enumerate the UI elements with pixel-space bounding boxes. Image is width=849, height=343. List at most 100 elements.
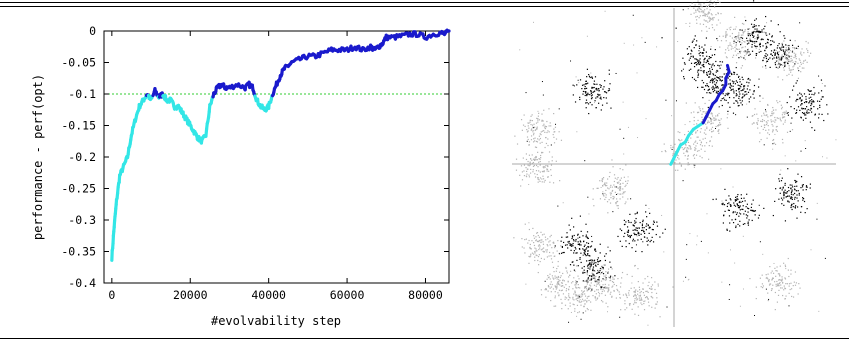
scatter-point [697, 61, 700, 64]
scatter-point [810, 104, 812, 107]
scatter-point [647, 224, 649, 227]
scatter-point [610, 291, 612, 293]
scatter-point [713, 1, 715, 3]
scatter-point [746, 207, 749, 209]
scatter-point [710, 18, 713, 20]
scatter-point [791, 117, 793, 119]
scatter-point [702, 70, 705, 72]
scatter-point [765, 47, 767, 49]
scatter-point [776, 67, 779, 69]
scatter-point [772, 130, 774, 132]
scatter-point [640, 302, 642, 304]
scatter-point [718, 112, 720, 114]
scatter-point [751, 40, 753, 42]
scatter-point [538, 264, 540, 266]
scatter-point [730, 72, 732, 74]
scatter-point [570, 311, 572, 313]
scatter-point [794, 185, 796, 188]
scatter-point [738, 57, 740, 59]
scatter-point [635, 221, 637, 223]
scatter-point [570, 282, 573, 284]
scatter-point [767, 58, 770, 61]
scatter-point [781, 56, 783, 58]
scatter-point [748, 101, 750, 103]
scatter-point [702, 111, 704, 113]
scatter-point [552, 266, 555, 269]
scatter-point [586, 76, 588, 78]
scatter-point [762, 31, 764, 34]
scatter-point [756, 122, 758, 124]
scatter-point [534, 176, 537, 178]
scatter-point [607, 290, 609, 292]
scatter-point [751, 43, 753, 46]
scatter-point [738, 32, 740, 34]
scatter-point [770, 121, 773, 123]
scatter-point [526, 128, 528, 131]
scatter-point [776, 53, 779, 55]
scatter-point [715, 3, 717, 5]
scatter-point [592, 263, 594, 265]
scatter-point [759, 31, 762, 33]
scatter-point [747, 224, 750, 226]
scatter-point [817, 108, 819, 110]
scatter-point [735, 44, 737, 46]
scatter-point [720, 118, 722, 120]
scatter-point [705, 13, 707, 16]
scatter-point [600, 288, 602, 290]
scatter-point [744, 30, 746, 32]
scatter-point [777, 273, 780, 275]
scatter-point [535, 140, 538, 143]
scatter-point [661, 150, 663, 153]
scatter-point [707, 86, 710, 88]
scatter-point [573, 304, 575, 306]
scatter-point [720, 80, 723, 82]
scatter-point [651, 296, 653, 298]
scatter-point [710, 13, 712, 15]
scatter-point [538, 170, 540, 172]
scatter-point [648, 287, 651, 290]
scatter-point [715, 125, 717, 128]
scatter-point [782, 79, 784, 81]
scatter-point [622, 101, 624, 103]
scatter-point [589, 275, 591, 277]
scatter-point [529, 243, 531, 246]
scatter-point [759, 132, 761, 134]
scatter-point [535, 170, 538, 172]
scatter-point [744, 58, 746, 61]
scatter-point [637, 314, 640, 317]
scatter-point [792, 194, 794, 196]
scatter-point [735, 199, 738, 201]
scatter-point [779, 48, 782, 50]
scatter-point [628, 294, 630, 296]
scatter-point [575, 252, 577, 254]
scatter-point [707, 12, 709, 14]
scatter-point [738, 87, 740, 90]
scatter-point [780, 284, 782, 286]
scatter-point [612, 285, 614, 287]
scatter-point [706, 20, 708, 22]
scatter-point [761, 31, 763, 33]
scatter-point [654, 281, 656, 283]
scatter-point [589, 93, 591, 96]
scatter-point [797, 293, 799, 295]
scatter-point [711, 126, 714, 128]
scatter-point [698, 3, 700, 5]
scatter-point [766, 54, 769, 56]
scatter-point [699, 3, 701, 5]
scatter-point [705, 37, 708, 39]
scatter-point [735, 100, 737, 102]
scatter-point [698, 53, 700, 55]
scatter-point [743, 95, 745, 97]
scatter-point [797, 67, 799, 69]
scatter-point [577, 295, 579, 297]
gray-cluster [749, 257, 801, 311]
scatter-point [693, 116, 695, 119]
scatter-point [762, 59, 764, 62]
scatter-point [580, 293, 583, 295]
scatter-point [547, 276, 550, 279]
scatter-point [557, 283, 559, 285]
scatter-point [776, 100, 778, 102]
scatter-point [698, 7, 700, 9]
scatter-point [556, 250, 558, 252]
scatter-point [805, 185, 808, 187]
